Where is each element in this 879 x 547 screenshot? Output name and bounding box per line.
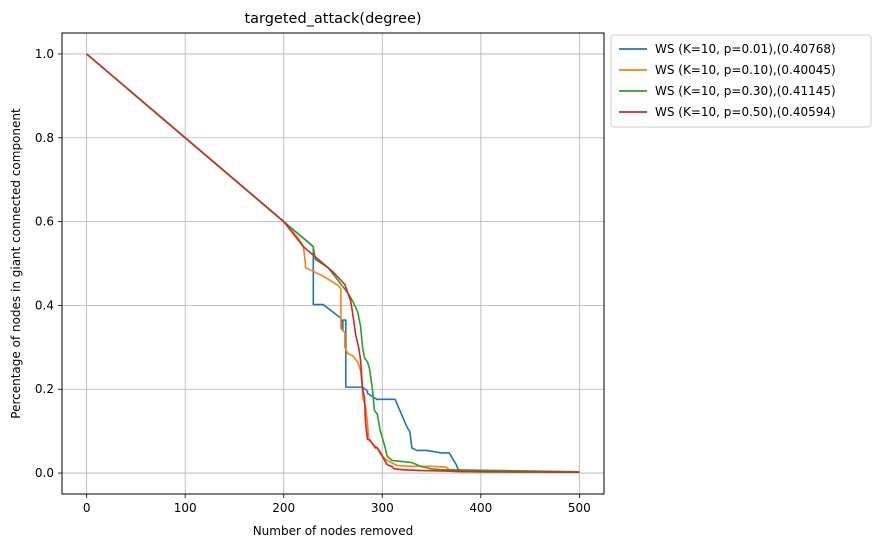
y-tick-label: 1.0	[35, 47, 54, 61]
legend-frame	[610, 34, 872, 128]
x-axis-label: Number of nodes removed	[253, 524, 414, 538]
y-tick-label: 0.0	[35, 466, 54, 480]
x-tick-label: 200	[272, 501, 295, 515]
y-axis-label: Percentage of nodes in giant connected c…	[9, 108, 23, 419]
ticks-layer: 0 100 200 300 400 500 0.0 0.2 0.4 0.6 0.8 1.0	[35, 47, 591, 515]
plot-frame	[61, 32, 605, 495]
x-tick-label: 300	[371, 501, 394, 515]
grid-layer	[62, 33, 604, 494]
legend-label-2: WS (K=10, p=0.30),(0.41145)	[655, 84, 836, 98]
y-tick-label: 0.4	[35, 298, 54, 312]
series-line-0	[86, 53, 501, 473]
x-tick-label: 0	[83, 501, 91, 515]
x-tick-label: 500	[568, 501, 591, 515]
y-tick-label: 0.6	[35, 215, 54, 229]
series-layer	[86, 53, 580, 474]
legend-label-3: WS (K=10, p=0.50),(0.40594)	[655, 105, 836, 119]
x-tick-label: 100	[174, 501, 197, 515]
legend-label-1: WS (K=10, p=0.10),(0.40045)	[655, 63, 836, 77]
y-tick-label: 0.8	[35, 131, 54, 145]
series-line-2	[86, 53, 580, 473]
legend-label-0: WS (K=10, p=0.01),(0.40768)	[655, 42, 836, 56]
x-tick-label: 400	[469, 501, 492, 515]
y-tick-label: 0.2	[35, 382, 54, 396]
chart-title: targeted_attack(degree)	[244, 11, 421, 27]
series-line-3	[86, 53, 580, 474]
legend: WS (K=10, p=0.01),(0.40768) WS (K=10, p=0…	[610, 34, 872, 128]
